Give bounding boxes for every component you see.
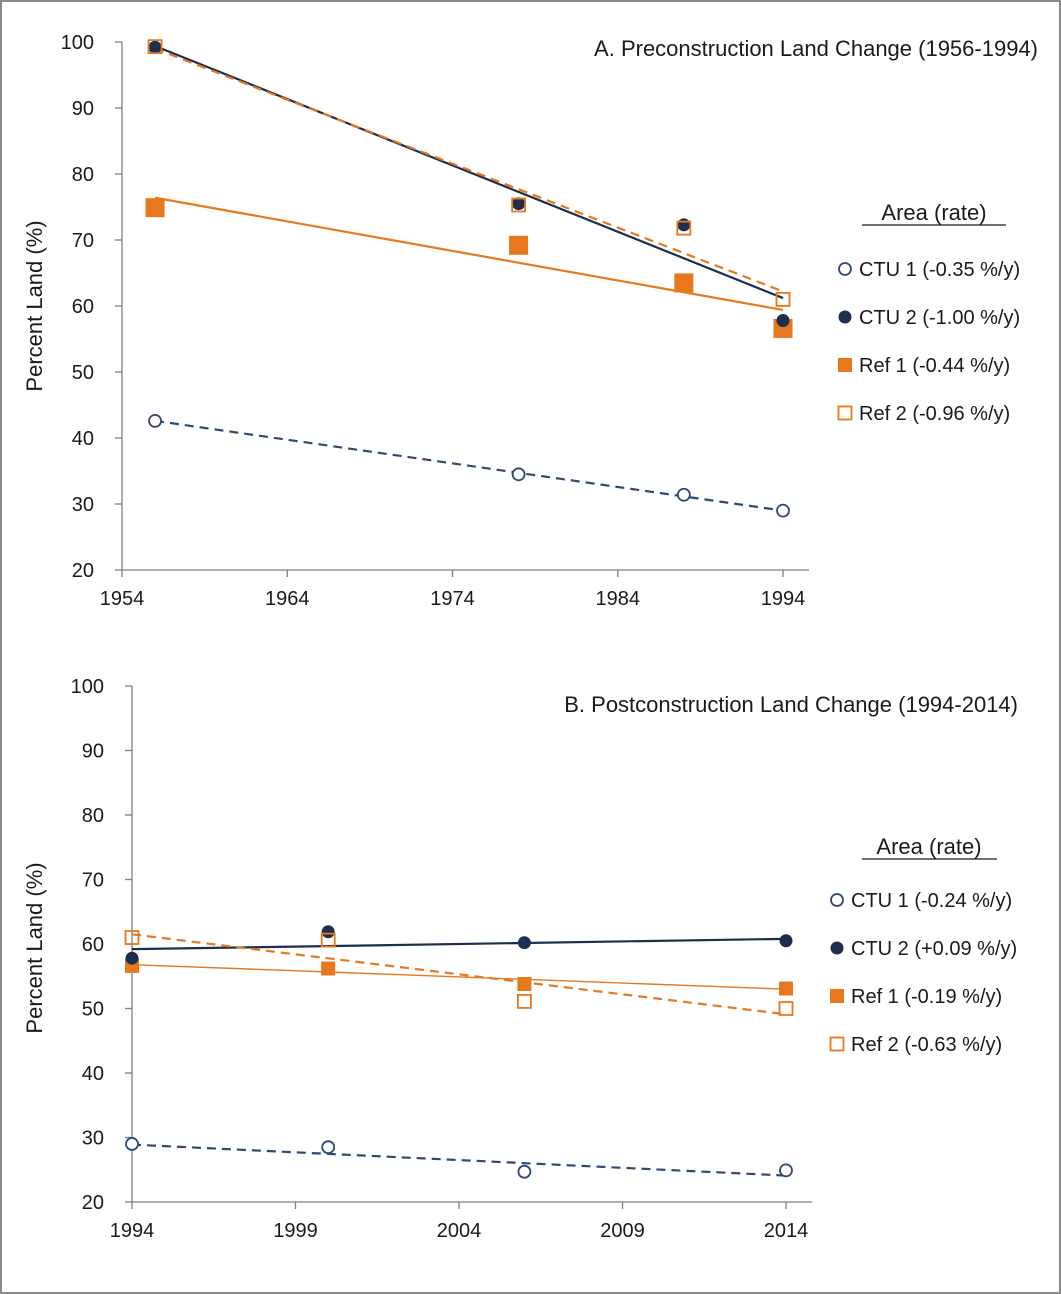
y-tick-label: 70 xyxy=(82,870,104,892)
data-point-s4 xyxy=(124,930,140,945)
data-point-s4 xyxy=(511,197,527,213)
y-tick-label: 40 xyxy=(72,428,94,450)
data-point-s3 xyxy=(145,198,165,218)
x-tick-label: 1999 xyxy=(273,1220,318,1242)
x-tick-label: 1984 xyxy=(596,588,641,610)
legend-label-3: Ref 1 (-0.19 %/y) xyxy=(851,986,1002,1008)
y-tick-label: 80 xyxy=(72,164,94,186)
legend-label-4: Ref 2 (-0.96 %/y) xyxy=(859,403,1010,425)
data-point-s3 xyxy=(674,273,694,293)
data-point-s1 xyxy=(776,503,790,518)
y-tick-label: 50 xyxy=(82,999,104,1021)
data-point-s4 xyxy=(676,220,692,236)
data-point-s3 xyxy=(517,976,532,991)
data-point-s4 xyxy=(778,1001,794,1016)
data-point-s1 xyxy=(148,413,162,428)
y-tick-label: 20 xyxy=(72,560,94,582)
y-tick-label: 30 xyxy=(82,1128,104,1150)
chart-a: 20 30 40 50 60 70 80 90 100 1954 1964 1974 1984 1994 A… xyxy=(22,32,1038,610)
legend-marker-4 xyxy=(829,1036,845,1052)
data-point-s4 xyxy=(517,994,532,1009)
panel-b: 20 30 40 50 60 70 80 90 100 1994 1999 2004 2009 2014 B… xyxy=(0,650,1061,1294)
trend-line-3 xyxy=(131,963,787,990)
trend-line-3 xyxy=(154,196,784,312)
data-point-s2 xyxy=(677,218,691,232)
data-point-s2 xyxy=(125,951,139,965)
trend-line-4 xyxy=(131,933,787,1016)
x-tick-label: 1964 xyxy=(265,588,310,610)
data-point-s1 xyxy=(779,1163,793,1178)
data-point-s2 xyxy=(779,934,793,948)
legend-label-2: CTU 2 (+0.09 %/y) xyxy=(851,938,1017,960)
legend-marker-2 xyxy=(838,310,852,324)
x-tick-label: 2014 xyxy=(764,1220,809,1242)
legend-label-2: CTU 2 (-1.00 %/y) xyxy=(859,307,1020,329)
x-tick-label: 2009 xyxy=(600,1220,645,1242)
y-tick-label: 50 xyxy=(72,362,94,384)
legend-label-3: Ref 1 (-0.44 %/y) xyxy=(859,355,1010,377)
data-point-s3 xyxy=(509,235,529,255)
panel-a: 20 30 40 50 60 70 80 90 100 1954 1964 1974 1984 1994 A… xyxy=(0,0,1061,652)
y-tick-label: 100 xyxy=(71,676,104,698)
y-tick-label: 30 xyxy=(72,494,94,516)
data-point-s1 xyxy=(125,1137,139,1151)
x-tick-label: 1994 xyxy=(110,1220,155,1242)
chart-title: B. Postconstruction Land Change (1994-20… xyxy=(564,692,1018,717)
x-tick-label: 1974 xyxy=(430,588,475,610)
trend-line-2 xyxy=(131,937,787,951)
y-axis-label: Percent Land (%) xyxy=(22,220,47,391)
y-tick-label: 90 xyxy=(72,98,94,120)
data-point-s3 xyxy=(321,961,336,976)
legend-marker-4 xyxy=(837,405,853,421)
y-tick-label: 40 xyxy=(82,1063,104,1085)
y-axis-label: Percent Land (%) xyxy=(22,862,47,1033)
legend-label-1: CTU 1 (-0.24 %/y) xyxy=(851,890,1012,912)
chart-title: A. Preconstruction Land Change (1956-199… xyxy=(594,36,1038,61)
legend-marker-3 xyxy=(830,989,844,1003)
data-point-s1 xyxy=(517,1164,532,1179)
data-point-s2 xyxy=(321,925,335,939)
legend-marker-2 xyxy=(830,941,844,955)
trend-line-2 xyxy=(154,44,784,300)
data-point-s2 xyxy=(517,936,531,950)
data-point-s1 xyxy=(676,487,691,502)
data-point-s1 xyxy=(511,467,526,482)
y-tick-label: 80 xyxy=(82,805,104,827)
legend-marker-3 xyxy=(838,358,852,372)
data-point-s2 xyxy=(512,197,526,211)
chart-b: 20 30 40 50 60 70 80 90 100 1994 1999 2004 2009 2014 B… xyxy=(22,676,1018,1242)
y-tick-label: 20 xyxy=(82,1192,104,1214)
x-tick-label: 1954 xyxy=(100,588,145,610)
data-point-s4 xyxy=(147,39,163,55)
legend-marker-1 xyxy=(830,893,844,907)
x-tick-label: 1994 xyxy=(761,588,806,610)
trend-line-4 xyxy=(154,47,784,293)
legend-marker-1 xyxy=(838,262,852,276)
data-point-s3 xyxy=(779,981,793,996)
data-point-s2 xyxy=(776,314,790,328)
data-point-s1 xyxy=(321,1140,336,1155)
y-tick-label: 100 xyxy=(61,32,94,54)
trend-line-1 xyxy=(131,1143,787,1177)
legend-title: Area (rate) xyxy=(881,200,986,225)
y-tick-label: 60 xyxy=(82,934,104,956)
y-tick-label: 70 xyxy=(72,230,94,252)
legend-label-4: Ref 2 (-0.63 %/y) xyxy=(851,1034,1002,1056)
data-point-s4 xyxy=(320,932,336,948)
data-point-s4 xyxy=(775,291,791,307)
legend-title: Area (rate) xyxy=(876,834,981,859)
y-tick-label: 60 xyxy=(72,296,94,318)
legend-label-1: CTU 1 (-0.35 %/y) xyxy=(859,259,1020,281)
x-tick-label: 2004 xyxy=(437,1220,482,1242)
data-point-s2 xyxy=(148,40,162,54)
y-tick-label: 90 xyxy=(82,741,104,763)
